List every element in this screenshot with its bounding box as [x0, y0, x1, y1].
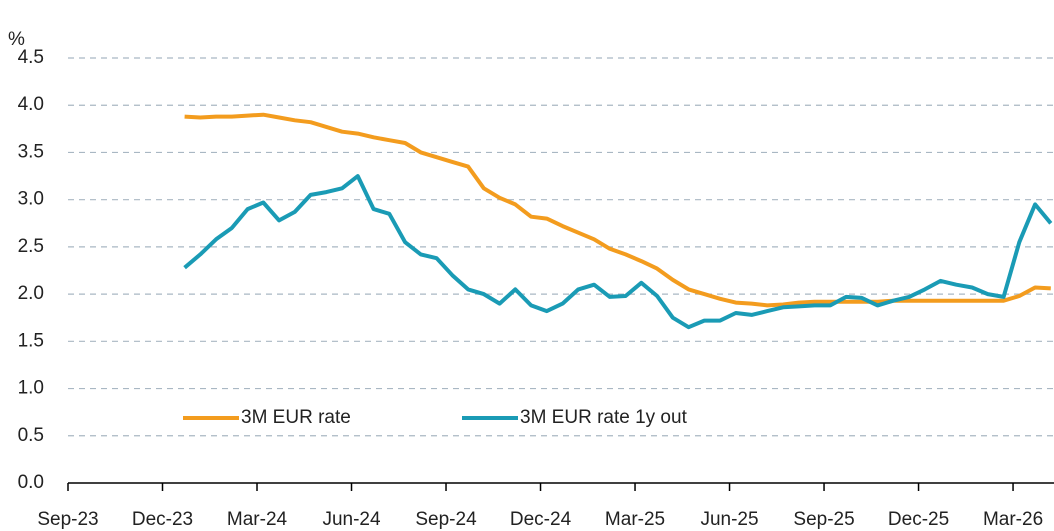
y-tick-label: 3.0: [18, 189, 44, 210]
x-tick-label: Dec-25: [888, 509, 949, 530]
x-tick-label: Mar-26: [983, 509, 1043, 530]
series-line: [183, 174, 1053, 330]
y-tick-label: 4.0: [18, 94, 44, 115]
x-tick-label: Sep-24: [415, 509, 477, 530]
x-tick-label: Mar-24: [227, 509, 288, 530]
y-tick-label: 4.5: [18, 47, 44, 68]
y-tick-label: 2.0: [18, 283, 44, 304]
y-tick-label: 3.5: [18, 141, 44, 162]
x-tick-label: Jun-24: [322, 509, 381, 530]
y-axis-label: %: [8, 29, 25, 50]
y-tick-label: 0.0: [18, 472, 44, 493]
x-tick-label: Dec-24: [510, 509, 572, 530]
legend-label: 3M EUR rate 1y out: [520, 407, 688, 428]
x-tick-label: Dec-23: [132, 509, 193, 530]
y-tick-label: 0.5: [18, 425, 44, 446]
x-tick-label: Sep-25: [793, 509, 854, 530]
x-tick-label: Sep-23: [37, 509, 98, 530]
x-tick-label: Jun-25: [700, 509, 758, 530]
y-tick-label: 2.5: [18, 236, 44, 257]
y-tick-label: 1.5: [18, 330, 44, 351]
series-line: [184, 112, 1051, 308]
x-tick-label: Mar-25: [605, 509, 665, 530]
y-tick-label: 1.0: [18, 378, 44, 399]
legend-label: 3M EUR rate: [241, 407, 351, 428]
